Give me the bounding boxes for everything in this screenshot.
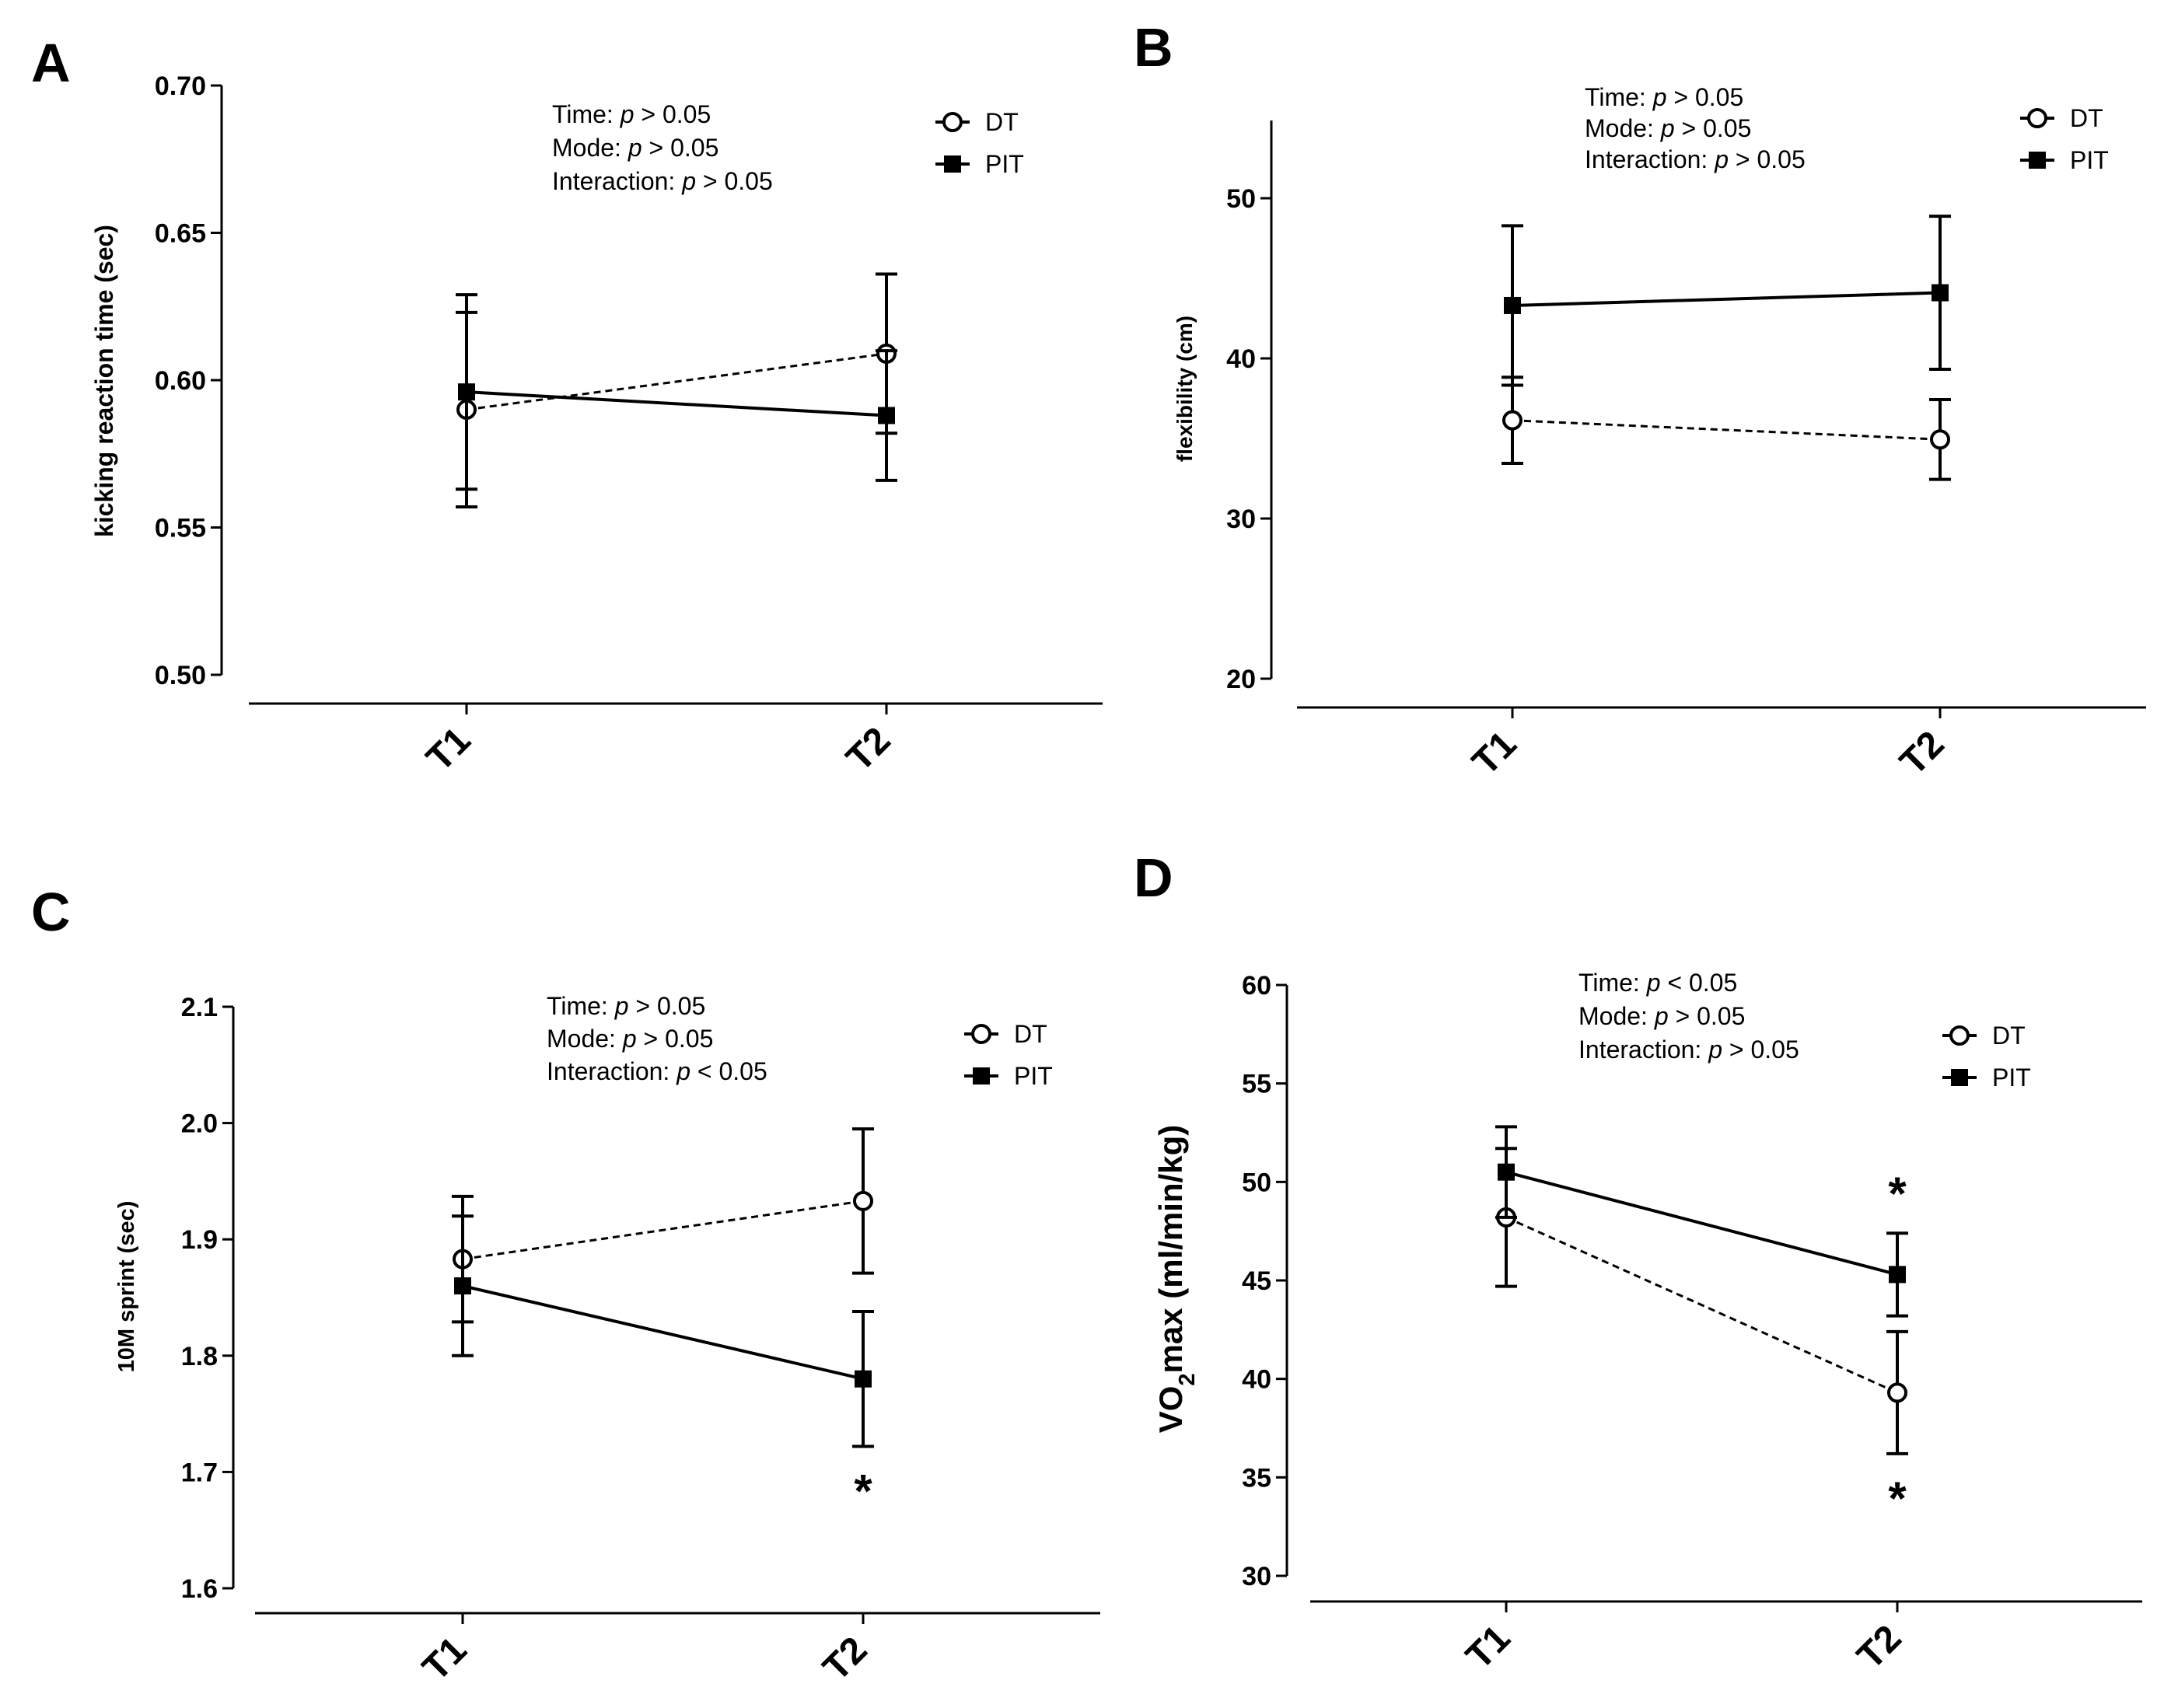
series-line-pit <box>466 390 887 417</box>
panel-c: C 1.6 1.7 1.8 1.9 2.0 2.1 10M sprint (sec) T1 T2 *… <box>31 882 1100 1689</box>
data-point-pit <box>1498 1163 1515 1181</box>
series-line-pit <box>1505 1170 1898 1277</box>
panel-letter: A <box>31 33 71 93</box>
y-axis-title: 10M sprint (sec) <box>114 1201 139 1373</box>
legend-label: PIT <box>1992 1064 2031 1092</box>
legend-label: DT <box>2070 104 2103 132</box>
panel-d: D 30 35 40 45 50 55 60 VO2max (ml/min/kg) T1 T2 * * T… <box>1134 847 2142 1678</box>
legend-label: DT <box>1014 1020 1047 1048</box>
y-tick-label: 0.55 <box>155 514 206 543</box>
y-tick-label: 40 <box>1242 1365 1271 1395</box>
legend-label: PIT <box>1014 1062 1053 1090</box>
y-tick-label: 35 <box>1242 1463 1271 1493</box>
data-point-dt <box>1930 429 1950 450</box>
y-axis-title: kicking reaction time (sec) <box>90 225 118 537</box>
y-tick-label: 1.7 <box>181 1458 218 1487</box>
panel-letter: D <box>1134 847 1173 908</box>
data-point-pit <box>1932 284 1949 302</box>
x-tick-label: T2 <box>1892 723 1952 783</box>
series-line-pit <box>1512 291 1941 307</box>
series-line-dt <box>1505 1216 1898 1394</box>
stats-line: Time: p > 0.05 <box>547 992 705 1020</box>
stats-line: Time: p < 0.05 <box>1578 969 1737 997</box>
panel-letter: B <box>1134 17 1173 78</box>
series-line-dt <box>466 352 887 411</box>
x-tick-label: T2 <box>1849 1617 1909 1677</box>
stats-line: Time: p > 0.05 <box>1585 83 1743 111</box>
data-point-pit <box>1504 296 1521 314</box>
x-tick-label: T1 <box>414 1629 474 1689</box>
y-tick-label: 2.0 <box>181 1109 218 1139</box>
y-tick-label: 45 <box>1242 1266 1271 1296</box>
stats-line: Mode: p > 0.05 <box>547 1025 713 1053</box>
y-tick-label: 30 <box>1242 1562 1271 1591</box>
panel-a: A 0.50 0.55 0.60 0.65 0.70 kicking reaction ti… <box>31 33 1103 780</box>
legend-label: DT <box>1992 1022 2026 1050</box>
data-point-pit <box>855 1370 872 1388</box>
legend-marker <box>2027 108 2047 128</box>
y-tick-label: 20 <box>1226 665 1256 694</box>
data-point-pit <box>1889 1266 1906 1284</box>
stats-line: Mode: p > 0.05 <box>1578 1002 1745 1030</box>
y-axis-title: VO2max (ml/min/kg) <box>1152 1125 1200 1434</box>
stats-line: Interaction: p < 0.05 <box>547 1057 767 1085</box>
significance-asterisk: * <box>1888 1472 1907 1525</box>
y-tick-label: 1.6 <box>181 1574 218 1604</box>
y-tick-label: 50 <box>1226 184 1256 214</box>
y-tick-label: 40 <box>1226 344 1256 374</box>
legend-marker <box>971 1024 991 1044</box>
legend-label: PIT <box>2070 146 2109 174</box>
legend-marker <box>973 1067 990 1085</box>
y-tick-label: 0.60 <box>155 366 206 396</box>
stats-line: Interaction: p > 0.05 <box>1585 145 1806 173</box>
y-tick-label: 0.70 <box>155 72 206 101</box>
y-tick-label: 30 <box>1226 505 1256 534</box>
stats-line: Mode: p > 0.05 <box>552 134 718 162</box>
y-tick-label: 0.50 <box>155 661 206 690</box>
data-point-dt <box>1502 410 1523 431</box>
x-tick-label: T2 <box>815 1629 875 1689</box>
data-point-pit <box>878 407 895 424</box>
series-line-dt <box>462 1200 864 1261</box>
series-line-pit <box>462 1284 864 1381</box>
y-tick-label: 50 <box>1242 1168 1271 1197</box>
legend-label: PIT <box>985 150 1024 178</box>
x-tick-label: T1 <box>1464 723 1524 783</box>
y-axis-title: flexibility (cm) <box>1173 316 1197 462</box>
legend-marker <box>2029 152 2046 169</box>
y-tick-label: 2.1 <box>181 993 218 1022</box>
x-tick-label: T2 <box>838 719 898 779</box>
panel-b: B 20 30 40 50 flexibility (cm) T1 T2 Time: p > 0… <box>1134 17 2146 784</box>
significance-asterisk: * <box>854 1465 872 1517</box>
x-tick-label: T1 <box>1458 1617 1518 1677</box>
y-tick-label: 55 <box>1242 1070 1271 1099</box>
stats-line: Time: p > 0.05 <box>552 100 711 128</box>
data-point-pit <box>454 1277 471 1295</box>
y-tick-label: 1.9 <box>181 1225 218 1255</box>
data-point-dt <box>853 1190 873 1211</box>
x-tick-label: T1 <box>418 719 478 779</box>
y-tick-label: 0.65 <box>155 219 206 249</box>
series-line-dt <box>1512 419 1941 441</box>
legend-marker <box>1951 1069 1968 1086</box>
legend-label: DT <box>985 108 1019 136</box>
panel-letter: C <box>31 882 71 942</box>
stats-line: Interaction: p > 0.05 <box>1578 1036 1799 1064</box>
data-point-dt <box>1887 1382 1907 1403</box>
stats-line: Mode: p > 0.05 <box>1585 114 1751 142</box>
legend-marker <box>942 112 963 132</box>
y-tick-label: 1.8 <box>181 1342 218 1371</box>
legend-marker <box>944 155 961 173</box>
y-tick-label: 60 <box>1242 971 1271 1001</box>
significance-asterisk: * <box>1888 1168 1907 1220</box>
stats-line: Interaction: p > 0.05 <box>552 167 773 195</box>
legend-marker <box>1949 1025 1970 1046</box>
data-point-pit <box>458 383 475 401</box>
